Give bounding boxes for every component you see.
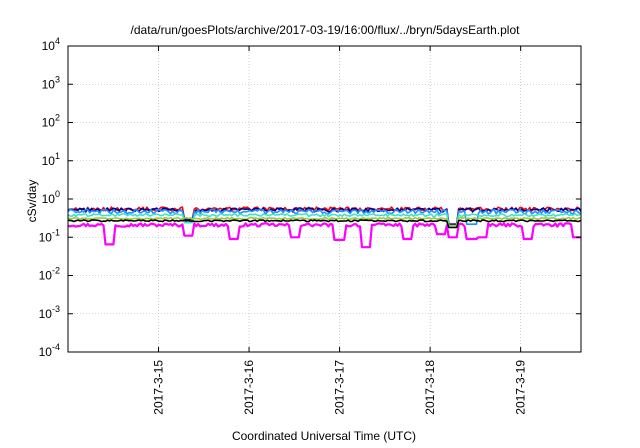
plot-frame <box>67 45 582 353</box>
x-tick-label: 2017-3-16 <box>242 360 256 415</box>
series-line <box>67 208 582 227</box>
series-line <box>67 213 582 227</box>
chart-title: /data/run/goesPlots/archive/2017-03-19/1… <box>131 23 521 37</box>
y-axis-label: cSv/day <box>25 180 39 223</box>
x-tick-label: 2017-3-17 <box>333 360 347 415</box>
series-line <box>67 207 582 225</box>
series-group <box>67 206 582 249</box>
series-line <box>67 216 581 227</box>
series-line <box>67 222 581 249</box>
grid <box>68 45 581 353</box>
x-axis-label: Coordinated Universal Time (UTC) <box>232 429 416 443</box>
x-tick-label: 2017-3-18 <box>423 360 437 415</box>
x-tick-label: 2017-3-19 <box>514 360 528 415</box>
x-tick-label: 2017-3-15 <box>152 360 166 415</box>
series-line <box>67 219 582 229</box>
